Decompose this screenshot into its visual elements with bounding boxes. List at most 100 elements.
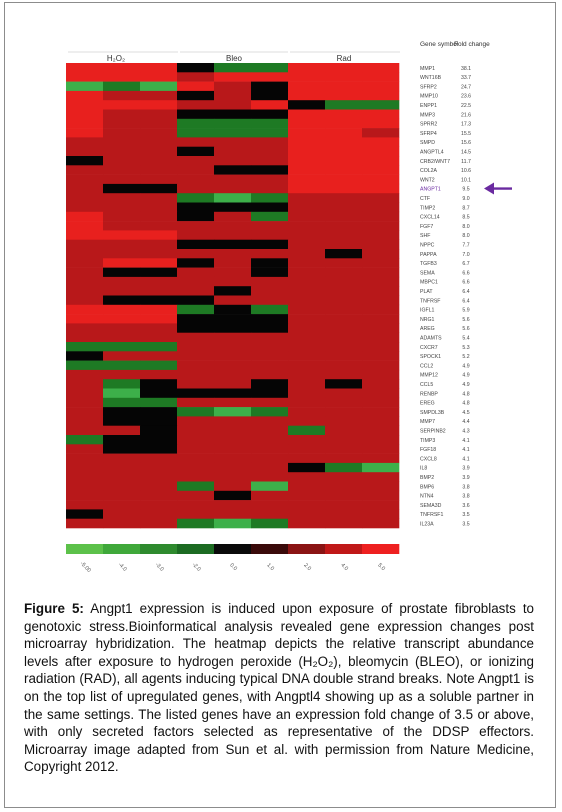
heatmap-cell [325,472,363,482]
heatmap-cell [140,183,178,194]
heatmap-cell [362,453,400,464]
heatmap-cell [140,276,178,287]
heatmap-cell [177,258,215,268]
heatmap-cell [288,239,326,250]
heatmap-cell [103,193,141,203]
heatmap-cell [251,81,289,92]
heatmap-cell [288,407,326,417]
heatmap-cell [362,304,400,315]
heatmap-cell [66,379,104,389]
scale-swatch [66,544,104,554]
heatmap-cell [214,239,252,250]
scale-swatch [325,544,363,554]
heatmap-cell [251,137,289,147]
heatmap-cell [177,81,215,92]
heatmap-cell [140,462,178,473]
heatmap-cell [214,63,252,73]
heatmap-cell [103,453,141,464]
heatmap-cell [177,156,215,166]
heatmap-cell [251,490,289,501]
caption-text: Angpt1 expression is induced upon exposu… [24,601,534,775]
fold-change-value: 8.0 [462,233,469,239]
heatmap-cell [66,472,104,482]
heatmap-cell [325,369,363,380]
heatmap-cell [214,295,252,306]
heatmap-cell [177,435,215,445]
heatmap-cell [325,267,363,278]
heatmap-cell [66,518,104,529]
heatmap-cell [66,462,104,473]
heatmap-cell [177,509,215,519]
heatmap-cell [140,304,178,315]
gene-label: PLAT [420,289,433,295]
heatmap-cell [66,90,104,101]
fold-change-value: 4.1 [462,456,469,462]
gene-label: SPRR2 [420,122,437,128]
gene-label: SEMA [420,270,435,276]
heatmap-cell [140,63,178,73]
heatmap-cell [66,407,104,417]
heatmap-cell [214,165,252,175]
heatmap-cell [66,137,104,147]
heatmap-cell [251,388,289,399]
heatmap-cell [140,202,178,213]
heatmap-cell [251,453,289,464]
heatmap-cell [177,481,215,492]
heatmap-cell [140,174,178,185]
heatmap-cell [325,351,363,361]
heatmap-cell [66,444,104,454]
gene-label: MMP7 [420,419,435,425]
gene-label: COL2A [420,168,438,174]
heatmap-cell [140,500,178,510]
heatmap-cell [177,323,215,333]
heatmap-cell [362,388,400,399]
heatmap-cell [177,425,215,436]
heatmap-cell [140,146,178,157]
gene-label: SEMA3D [420,503,442,509]
heatmap-cell [325,462,363,473]
heatmap-cell [362,369,400,380]
heatmap-cell [140,286,178,296]
heatmap-cell [140,332,178,343]
heatmap-cell [288,109,326,120]
heatmap-cell [362,444,400,454]
fold-change-value: 11.7 [461,159,471,165]
gene-label: WNT16B [420,75,442,81]
heatmap-cell [177,462,215,473]
scale-tick-label: 1.0 [265,562,275,572]
gene-label: BMP6 [420,484,434,490]
heatmap-cell [325,63,363,73]
heatmap-cell [362,230,400,240]
fold-change-value: 5.2 [462,354,469,360]
fold-change-value: 8.0 [462,224,469,230]
heatmap-cell [140,323,178,333]
heatmap-cell [66,360,104,371]
heatmap-cell [177,100,215,110]
heatmap-cell [103,435,141,445]
fold-change-value: 6.6 [462,270,469,276]
heatmap-cell [325,509,363,519]
heatmap-cell [288,128,326,138]
heatmap-cell [214,249,252,259]
heatmap-cell [362,249,400,259]
heatmap-cell [362,81,400,92]
heatmap-cell [140,388,178,399]
fold-change-value: 8.5 [462,215,469,221]
scale-swatch [214,544,252,554]
gene-label: SMPD [420,140,435,146]
heatmap-cell [214,286,252,296]
heatmap-cell [177,453,215,464]
heatmap-cell [288,323,326,333]
group-label-rad: Rad [337,54,352,63]
heatmap-cell [251,202,289,213]
heatmap-cell [66,509,104,519]
heatmap-cell [177,397,215,408]
heatmap-cell [251,435,289,445]
heatmap-cell [214,267,252,278]
fold-change-value: 5.6 [462,326,469,332]
gene-label: CCL5 [420,382,433,388]
heatmap-cell [66,202,104,213]
heatmap-cell [177,332,215,343]
heatmap-cell [66,369,104,380]
heatmap-cell [325,137,363,147]
